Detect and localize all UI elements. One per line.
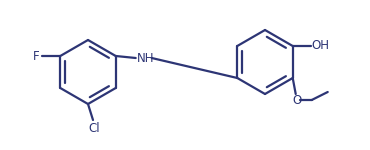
Text: F: F — [33, 50, 40, 63]
Text: NH: NH — [137, 52, 154, 66]
Text: OH: OH — [312, 39, 330, 52]
Text: Cl: Cl — [88, 122, 100, 135]
Text: O: O — [292, 93, 301, 106]
